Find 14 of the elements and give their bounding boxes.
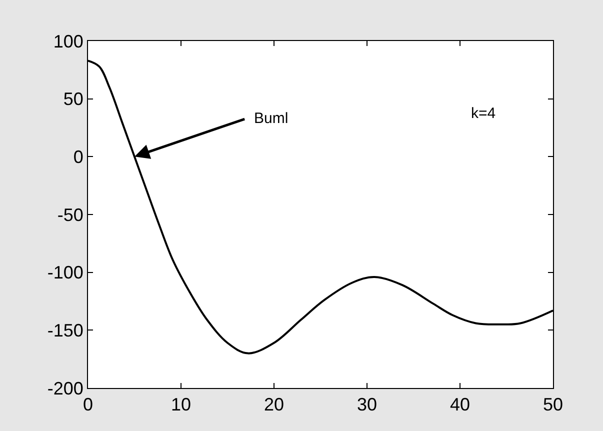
y-tick-label: 50 [63, 89, 84, 110]
x-tick-label: 40 [450, 394, 470, 415]
x-tick-label: 20 [264, 394, 284, 415]
annotation: k=4 [471, 105, 496, 122]
y-tick-label: -50 [57, 204, 84, 225]
x-tick-label: 50 [542, 394, 564, 415]
y-tick-label: -150 [47, 320, 84, 340]
y-tick-label: -100 [47, 262, 84, 283]
y-tick-label: -200 [47, 378, 84, 398]
x-tick-label: 30 [356, 394, 378, 415]
y-tick-label: 0 [73, 146, 84, 167]
x-tick-label: 10 [170, 394, 192, 415]
annotation: Buml [254, 110, 288, 127]
y-tick-label: 100 [53, 31, 84, 52]
